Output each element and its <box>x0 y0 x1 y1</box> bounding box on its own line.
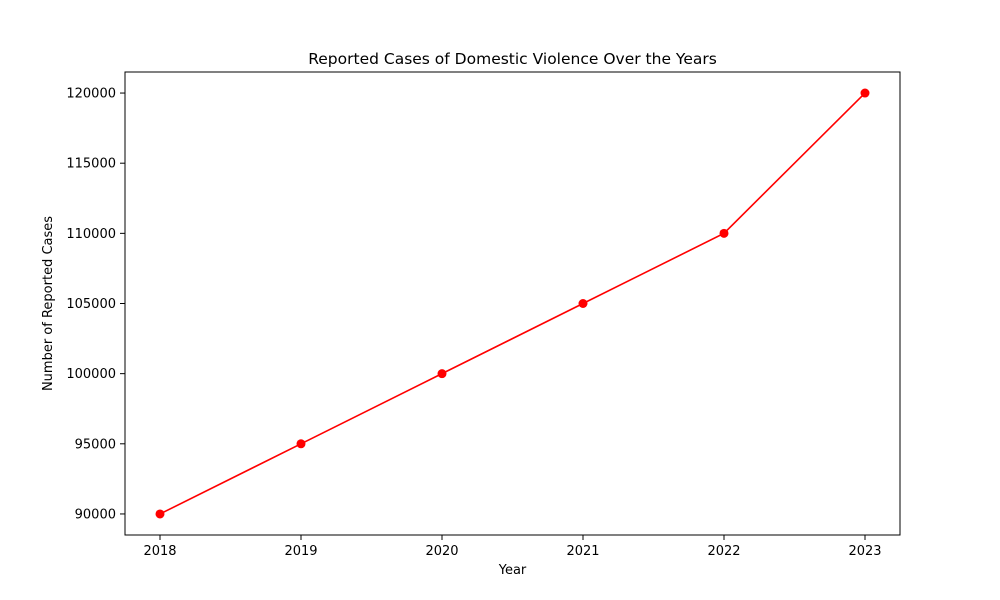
data-point <box>719 228 729 238</box>
y-axis-label: Number of Reported Cases <box>41 216 56 391</box>
x-tick-label: 2018 <box>143 544 176 559</box>
y-tick-label: 110000 <box>66 227 116 242</box>
series-layer <box>155 88 870 519</box>
x-tick-label: 2021 <box>566 544 599 559</box>
y-tick-label: 115000 <box>66 157 116 172</box>
data-point <box>437 369 447 379</box>
x-tick-label: 2019 <box>284 544 317 559</box>
data-point <box>155 509 165 519</box>
chart-title: Reported Cases of Domestic Violence Over… <box>308 50 717 68</box>
series-line <box>159 92 866 515</box>
x-tick-label: 2022 <box>707 544 740 559</box>
y-tick-label: 120000 <box>66 87 116 102</box>
y-tick-label: 90000 <box>75 507 116 522</box>
x-axis-label: Year <box>498 563 527 578</box>
x-tick-label: 2023 <box>848 544 881 559</box>
y-tick-label: 95000 <box>75 437 116 452</box>
y-axis: 90000 95000 100000 105000 110000 115000 120000 <box>66 87 125 522</box>
x-axis: 2018 2019 2020 2021 2022 2023 <box>143 535 882 559</box>
data-point <box>578 299 588 308</box>
data-point <box>296 439 306 449</box>
plot-area <box>124 71 901 536</box>
y-tick-label: 100000 <box>66 367 116 382</box>
y-tick-label: 105000 <box>66 297 116 312</box>
x-tick-label: 2020 <box>425 544 458 559</box>
data-point <box>860 88 870 98</box>
